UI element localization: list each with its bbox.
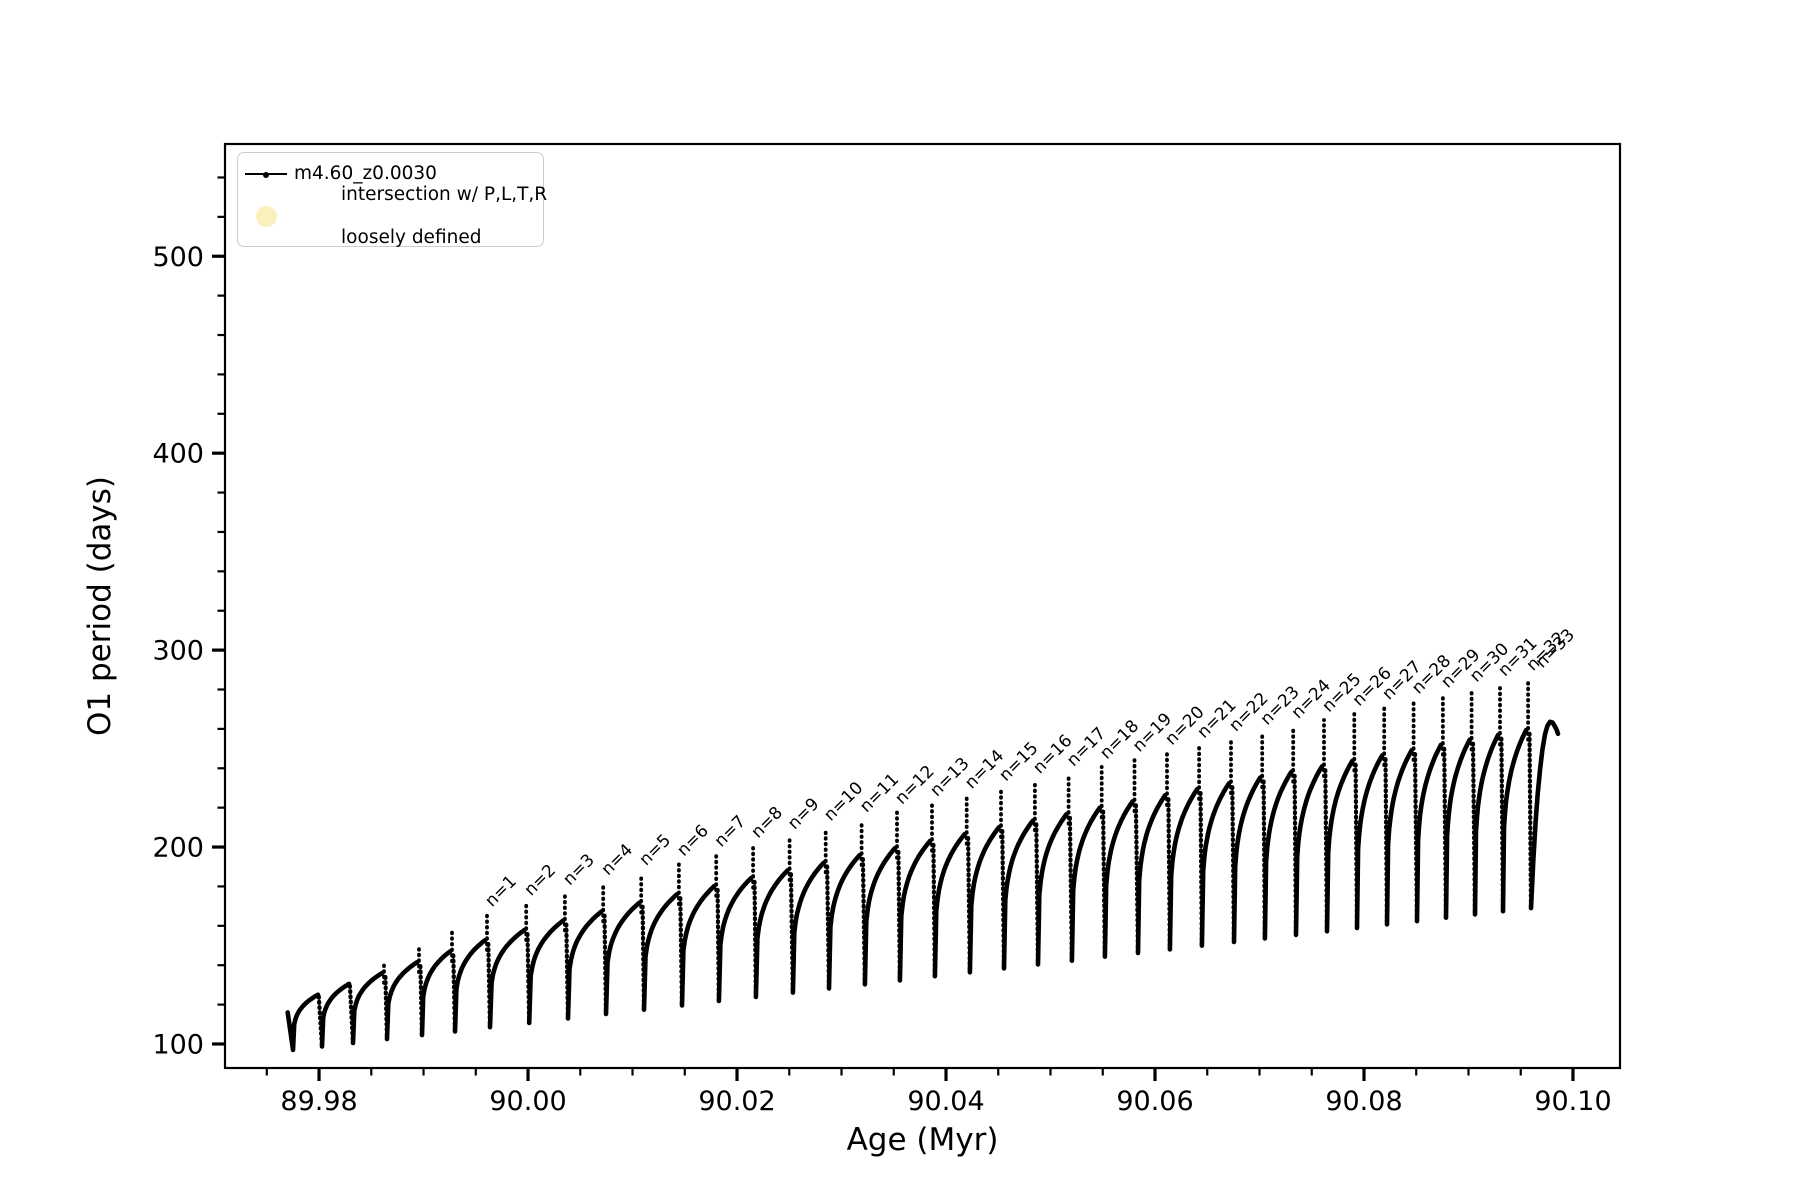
- x-tick-label: 90.08: [1325, 1086, 1402, 1117]
- legend-box: m4.60_z0.0030 intersection w/ P,L,T,R lo…: [237, 152, 547, 248]
- x-tick-label: 89.98: [280, 1086, 357, 1117]
- cycle-annotation: n=3: [559, 850, 598, 889]
- cycle-annotation: n=2: [521, 861, 560, 900]
- cycle-annotation: n=7: [711, 812, 750, 851]
- legend-line-marker-icon: [238, 172, 294, 178]
- series-spikes: [382, 676, 1530, 985]
- legend-series-label: m4.60_z0.0030: [294, 163, 437, 185]
- axes-spines: [223, 142, 1622, 1070]
- cycle-annotation: n=5: [636, 830, 675, 869]
- x-tick-label: 90.02: [698, 1086, 775, 1117]
- y-tick-label: 300: [152, 636, 204, 667]
- series-arches: [285, 727, 1529, 1053]
- y-tick-label: 500: [152, 242, 204, 273]
- cycle-annotation: n=6: [673, 821, 712, 860]
- series-final-arc: [1528, 719, 1561, 911]
- legend-scatter-marker-icon: [238, 205, 294, 227]
- cycle-annotation: n=8: [748, 803, 787, 842]
- x-tick-label: 90.10: [1534, 1086, 1611, 1117]
- cycle-annotation: n=1: [481, 872, 520, 911]
- cycle-annotation: n=9: [784, 794, 823, 833]
- y-tick-label: 200: [152, 833, 204, 864]
- legend-intersection-label: intersection w/ P,L,T,R loosely defined: [341, 183, 548, 248]
- y-tick-label: 100: [152, 1029, 204, 1060]
- cycle-annotation: n=4: [598, 840, 637, 879]
- y-tick-label: 400: [152, 439, 204, 470]
- x-axis-label: Age (Myr): [846, 1122, 999, 1158]
- series-plunges: [316, 731, 1534, 1049]
- legend-entry-series: m4.60_z0.0030: [238, 161, 437, 187]
- legend-entry-intersection: intersection w/ P,L,T,R loosely defined: [238, 184, 547, 248]
- x-tick-label: 90.06: [1116, 1086, 1193, 1117]
- x-tick-label: 90.04: [907, 1086, 984, 1117]
- x-tick-label: 90.00: [489, 1086, 566, 1117]
- y-axis-label: O1 period (days): [82, 476, 118, 736]
